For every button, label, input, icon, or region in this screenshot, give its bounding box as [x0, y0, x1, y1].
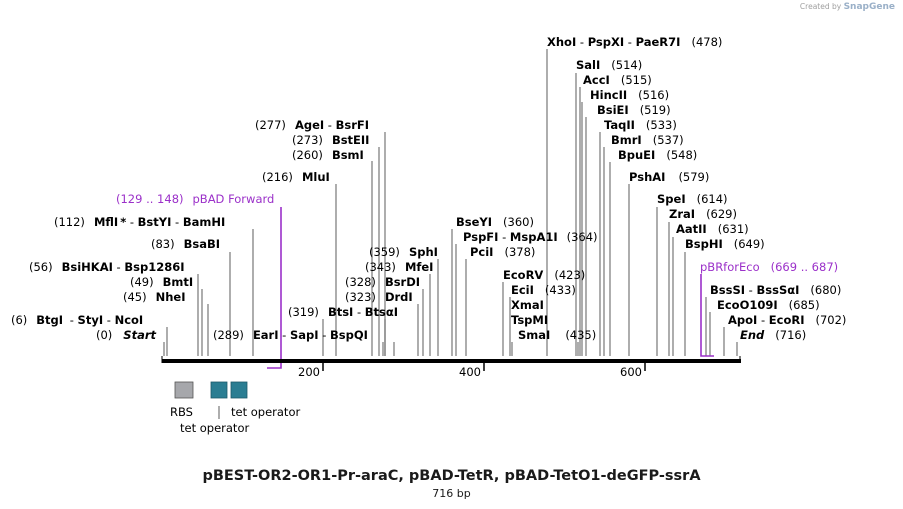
site-mlui[interactable]: (216) MluI — [262, 170, 330, 184]
primer-markers — [267, 207, 714, 369]
site-bpuei[interactable]: BpuEI (548) — [618, 148, 697, 162]
site-sali[interactable]: SalI (514) — [576, 58, 642, 72]
tet-operator-label-2: tet operator — [180, 421, 249, 435]
site-ecorv[interactable]: EcoRV (423) — [503, 268, 585, 282]
site-agei-bsrfi[interactable]: (277) AgeI - BsrFI — [255, 118, 369, 132]
rbs-feature-box[interactable] — [174, 381, 194, 399]
site-bseyi[interactable]: BseYI (360) — [456, 215, 534, 229]
site-apoi-ecori[interactable]: ApoI - EcoRI (702) — [728, 313, 846, 327]
site-pspfi-mspa1i[interactable]: PspFI - MspA1I (364) — [463, 230, 598, 244]
primer-pbad-forward[interactable]: (129 .. 148) pBAD Forward — [116, 192, 274, 206]
site-start[interactable]: (0) Start — [96, 328, 157, 342]
site-spei[interactable]: SpeI (614) — [657, 192, 728, 206]
site-bsphi[interactable]: BspHI (649) — [685, 237, 765, 251]
plasmid-length: 716 bp — [432, 487, 471, 500]
site-bsihkai-bsp1286i[interactable]: (56) BsiHKAI - Bsp1286I — [29, 260, 185, 274]
site-sphi[interactable]: (359) SphI — [369, 245, 438, 259]
site-taqii[interactable]: TaqII (533) — [604, 118, 677, 132]
site-mfli-bstyi-bamhi[interactable]: (112) MflI * - BstYI - BamHI — [54, 215, 225, 229]
site-pcii[interactable]: PciI (378) — [470, 245, 535, 259]
tet-operator-feature-box-1[interactable] — [210, 381, 228, 399]
site-smai[interactable]: SmaI (435) — [518, 328, 596, 342]
tick-label-600: 600 — [620, 365, 642, 379]
site-bmti[interactable]: (49) BmtI — [130, 275, 193, 289]
tet-operator-label-1: tet operator — [231, 405, 300, 419]
site-zrai[interactable]: ZraI (629) — [669, 207, 737, 221]
created-by-text: Created by — [799, 2, 842, 11]
site-pshai[interactable]: PshAI (579) — [629, 170, 709, 184]
primer-pbrforeco[interactable]: pBRforEco (669 .. 687) — [700, 260, 838, 274]
site-aatii[interactable]: AatII (631) — [676, 222, 749, 236]
site-acci[interactable]: AccI (515) — [583, 73, 652, 87]
site-btsi-btsai[interactable]: (319) BtsI - BtsαI — [288, 305, 398, 319]
site-btgi-styi-ncoi[interactable]: (6) BtgI - StyI - NcoI — [11, 313, 143, 327]
site-connector-lines — [163, 49, 738, 356]
rbs-label: RBS — [170, 405, 193, 419]
site-nhei[interactable]: (45) NheI — [123, 290, 186, 304]
tick-label-200: 200 — [298, 365, 320, 379]
plasmid-title: pBEST-OR2-OR1-Pr-araC, pBAD-TetR, pBAD-T… — [202, 468, 701, 484]
site-tspmi[interactable]: TspMI — [511, 313, 548, 327]
tick-label-400: 400 — [459, 365, 481, 379]
ruler: 200 400 600 — [298, 363, 646, 379]
site-eari-sapi-bspqi[interactable]: (289) EarI - SapI - BspQI — [213, 328, 368, 342]
site-bsteii[interactable]: (273) BstEII — [292, 133, 369, 147]
site-bmri[interactable]: BmrI (537) — [611, 133, 684, 147]
snapgene-logo: Created by SnapGene — [800, 2, 895, 12]
site-bsiei[interactable]: BsiEI (519) — [597, 103, 671, 117]
site-bsssi-bsssai[interactable]: BssSI - BssSαI (680) — [710, 283, 841, 297]
backbone-line — [162, 359, 741, 363]
site-hincii[interactable]: HincII (516) — [590, 88, 669, 102]
snapgene-brand: SnapGene — [843, 2, 895, 12]
site-bsabi[interactable]: (83) BsaBI — [151, 237, 220, 251]
site-end[interactable]: End (716) — [740, 328, 806, 342]
site-ecoo109i[interactable]: EcoO109I (685) — [717, 298, 820, 312]
site-xmai[interactable]: XmaI — [511, 298, 544, 312]
site-ecii[interactable]: EciI (433) — [511, 283, 576, 297]
site-drdi[interactable]: (323) DrdI — [345, 290, 413, 304]
site-bsrdi[interactable]: (328) BsrDI — [345, 275, 420, 289]
tet-operator-feature-box-2[interactable] — [230, 381, 248, 399]
site-mfei[interactable]: (343) MfeI — [365, 260, 433, 274]
site-bsmi[interactable]: (260) BsmI — [292, 148, 364, 162]
site-xhoi-pspxi-paer7i[interactable]: XhoI - PspXI - PaeR7I (478) — [547, 35, 722, 49]
